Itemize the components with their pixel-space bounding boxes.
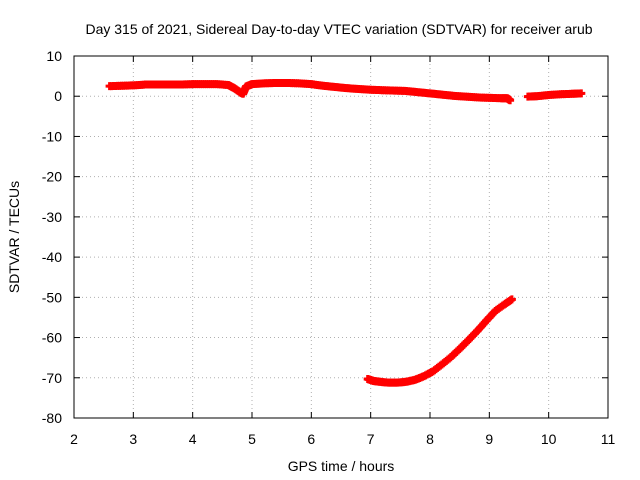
grid-lines	[74, 56, 608, 418]
x-tick-label: 10	[541, 431, 557, 447]
data-point	[577, 89, 586, 98]
y-tick-label: 10	[46, 48, 62, 64]
x-tick-label: 2	[70, 431, 78, 447]
axis-ticks: 2 3 4 5 6 7 8 9 10 11 -80 -70 -60 -50 -40 -30 -20 -10 0 10	[42, 48, 616, 447]
y-tick-label: -30	[42, 209, 62, 225]
data-point	[506, 96, 515, 105]
data-point	[507, 295, 516, 304]
x-tick-label: 3	[129, 431, 137, 447]
y-tick-label: -60	[42, 330, 62, 346]
x-tick-label: 5	[248, 431, 256, 447]
y-tick-label: -20	[42, 169, 62, 185]
y-axis-label: SDTVAR / TECUs	[6, 181, 22, 293]
y-tick-label: -10	[42, 128, 62, 144]
x-tick-label: 6	[307, 431, 315, 447]
chart-title: Day 315 of 2021, Sidereal Day-to-day VTE…	[85, 21, 592, 37]
data-points	[105, 78, 586, 387]
x-tick-label: 11	[601, 431, 616, 447]
plot-frame	[73, 55, 609, 419]
y-tick-label: -40	[42, 249, 62, 265]
x-axis-label: GPS time / hours	[288, 458, 395, 474]
y-tick-label: -50	[42, 289, 62, 305]
y-tick-label: -80	[42, 410, 62, 426]
x-tick-label: 8	[426, 431, 434, 447]
x-tick-label: 7	[367, 431, 375, 447]
y-tick-label: -70	[42, 370, 62, 386]
y-tick-label: 0	[54, 88, 62, 104]
x-tick-label: 4	[189, 431, 197, 447]
x-tick-label: 9	[485, 431, 493, 447]
